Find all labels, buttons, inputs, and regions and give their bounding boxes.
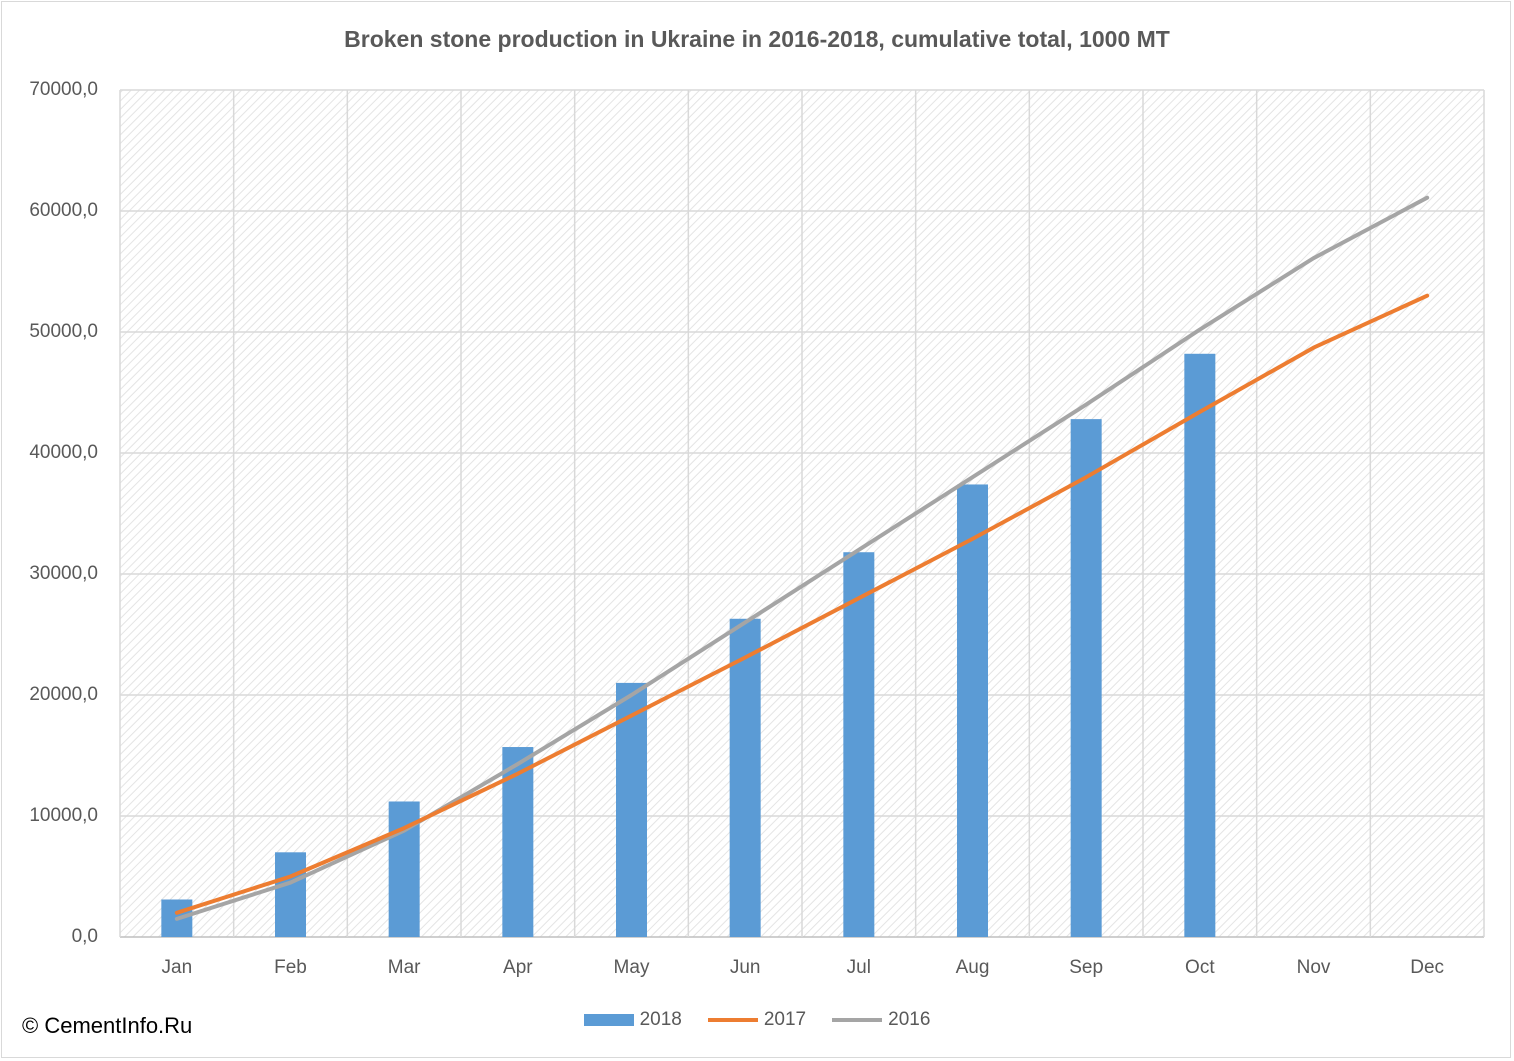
x-tick-label: Nov bbox=[1296, 957, 1331, 978]
copyright-notice: © CementInfo.Ru bbox=[22, 1013, 193, 1038]
x-tick-label: Aug bbox=[955, 957, 990, 978]
x-tick-label: Jun bbox=[729, 957, 761, 978]
legend-label-2017: 2017 bbox=[763, 1009, 807, 1030]
bar-2018-aug bbox=[957, 484, 988, 937]
x-tick-label: Dec bbox=[1410, 957, 1445, 978]
legend-swatch-2016 bbox=[832, 1018, 883, 1022]
x-tick-label: Oct bbox=[1185, 957, 1215, 978]
y-tick-label: 0,0 bbox=[71, 926, 98, 947]
legend-label-2018: 2018 bbox=[639, 1009, 682, 1030]
line-series-2017 bbox=[174, 293, 1430, 915]
y-tick-label: 10000,0 bbox=[29, 805, 98, 826]
legend-swatch-2017 bbox=[707, 1018, 758, 1022]
x-tick-label: Sep bbox=[1069, 957, 1104, 978]
x-tick-label: Mar bbox=[387, 957, 421, 978]
legend-item-2018: 2018 bbox=[583, 1009, 682, 1031]
bar-2018-jun bbox=[729, 618, 761, 937]
bar-2018-sep bbox=[1070, 419, 1102, 937]
bar-2018-oct bbox=[1184, 353, 1216, 937]
y-tick-label: 50000,0 bbox=[29, 321, 98, 342]
bar-2018-jul bbox=[843, 552, 875, 937]
y-tick-label: 70000,0 bbox=[29, 79, 98, 100]
legend-item-2017: 2017 bbox=[707, 1009, 807, 1031]
x-tick-label: Jul bbox=[846, 957, 871, 978]
y-tick-label: 40000,0 bbox=[29, 442, 98, 463]
bar-2018-may bbox=[616, 682, 647, 937]
chart-title: Broken stone production in Ukraine in 20… bbox=[344, 26, 1170, 52]
legend-item-2016: 2016 bbox=[832, 1009, 930, 1031]
bar-2018-feb bbox=[275, 852, 306, 937]
x-tick-label: Jan bbox=[161, 957, 193, 978]
chart-legend: 2018 2017 2016 bbox=[0, 1009, 1514, 1031]
x-tick-label: May bbox=[613, 957, 650, 978]
y-tick-label: 20000,0 bbox=[29, 684, 98, 705]
x-tick-label: Feb bbox=[274, 957, 307, 978]
legend-label-2016: 2016 bbox=[888, 1009, 931, 1030]
legend-swatch-2018 bbox=[583, 1014, 634, 1026]
y-tick-label: 30000,0 bbox=[29, 563, 98, 584]
x-tick-label: Apr bbox=[503, 957, 533, 978]
y-tick-label: 60000,0 bbox=[29, 200, 98, 221]
line-series-2016 bbox=[174, 195, 1430, 921]
